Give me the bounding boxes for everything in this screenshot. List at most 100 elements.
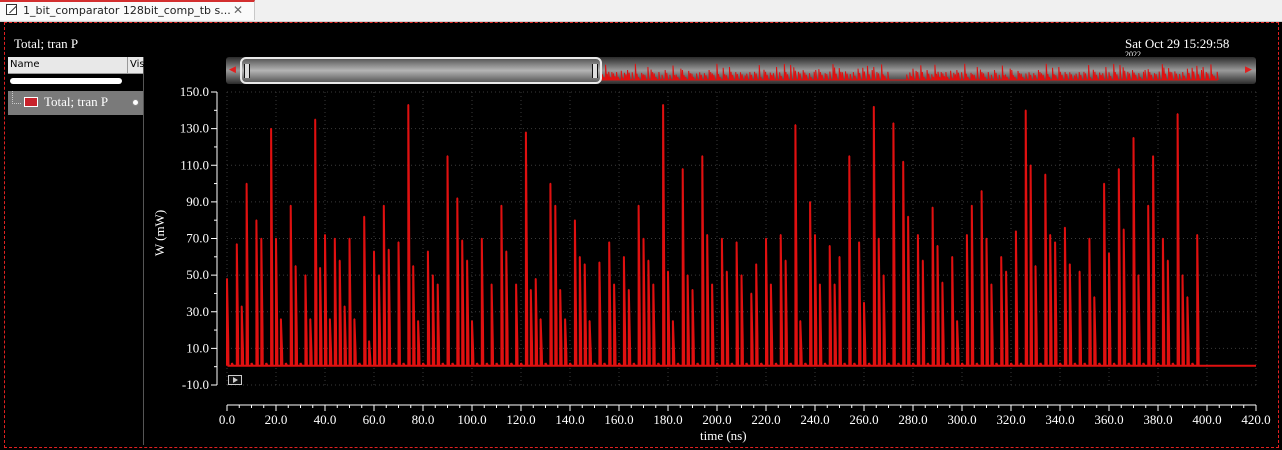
data-point bbox=[554, 204, 557, 207]
data-point bbox=[373, 250, 375, 253]
thumb-right-handle[interactable] bbox=[592, 64, 598, 78]
thumb-left-handle[interactable] bbox=[244, 64, 250, 78]
play-icon[interactable] bbox=[228, 375, 242, 385]
data-point bbox=[721, 237, 723, 240]
data-point bbox=[848, 155, 851, 157]
x-tick-label: 360.0 bbox=[1094, 412, 1123, 427]
data-point bbox=[353, 318, 356, 320]
data-point bbox=[770, 283, 772, 286]
data-point bbox=[515, 283, 517, 286]
data-point bbox=[917, 234, 919, 236]
data-point bbox=[338, 259, 341, 262]
data-point bbox=[681, 168, 684, 170]
data-point bbox=[799, 320, 802, 322]
data-point bbox=[1015, 230, 1017, 232]
data-point bbox=[1029, 164, 1032, 167]
data-point bbox=[588, 320, 591, 322]
data-point bbox=[260, 237, 263, 240]
tab-bar: 1_bit_comparator 128bit_comp_tb s... ✕ bbox=[0, 0, 1282, 22]
data-point bbox=[637, 204, 640, 207]
data-point bbox=[579, 256, 581, 258]
data-point bbox=[226, 277, 228, 280]
waveform-frame bbox=[4, 22, 1279, 448]
datetime-label: Sat Oct 29 15:29:58 bbox=[1125, 36, 1230, 51]
legend-col-name[interactable]: Name bbox=[10, 59, 40, 70]
x-tick-label: 280.0 bbox=[898, 412, 927, 427]
data-point bbox=[672, 320, 674, 322]
y-tick-label: 110.0 bbox=[180, 157, 209, 172]
data-point bbox=[828, 245, 831, 247]
data-point bbox=[530, 288, 532, 291]
data-point bbox=[990, 283, 993, 286]
close-icon[interactable]: ✕ bbox=[233, 3, 244, 17]
data-point bbox=[794, 124, 797, 126]
data-point bbox=[309, 318, 312, 320]
tab-waveform[interactable]: 1_bit_comparator 128bit_comp_tb s... ✕ bbox=[0, 0, 255, 20]
x-tick-label: 80.0 bbox=[412, 412, 435, 427]
legend-item[interactable]: Total; tran P bbox=[8, 91, 143, 115]
data-point bbox=[1186, 296, 1189, 298]
data-point bbox=[387, 248, 390, 251]
overview-thumb[interactable] bbox=[240, 57, 602, 84]
data-point bbox=[1103, 182, 1105, 185]
data-point bbox=[936, 245, 939, 247]
data-point bbox=[1044, 173, 1047, 176]
data-point bbox=[505, 250, 508, 253]
data-point bbox=[446, 155, 449, 157]
scroll-left-icon[interactable]: ◀ bbox=[229, 65, 236, 75]
data-point bbox=[270, 127, 272, 130]
data-point bbox=[481, 237, 483, 240]
data-point bbox=[1088, 237, 1091, 240]
data-point bbox=[407, 104, 410, 106]
data-point bbox=[1167, 259, 1169, 262]
tree-connector bbox=[12, 91, 21, 104]
data-point bbox=[1093, 296, 1096, 298]
data-point bbox=[907, 215, 909, 218]
visibility-toggle-icon[interactable] bbox=[132, 99, 139, 106]
x-tick-label: 400.0 bbox=[1192, 412, 1221, 427]
data-point bbox=[750, 292, 753, 295]
waveform-doc-icon bbox=[6, 4, 17, 15]
data-point bbox=[436, 283, 439, 286]
data-point bbox=[1024, 109, 1027, 112]
data-point bbox=[280, 318, 282, 320]
data-point bbox=[564, 318, 566, 320]
data-point bbox=[1132, 136, 1135, 139]
data-point bbox=[755, 263, 757, 265]
data-point bbox=[667, 270, 669, 273]
legend-header: Name Vis bbox=[8, 57, 145, 74]
data-point bbox=[1196, 234, 1198, 236]
data-point bbox=[686, 274, 689, 276]
scroll-right-icon[interactable]: ▶ bbox=[1245, 65, 1252, 75]
data-point bbox=[740, 274, 743, 276]
overview-scrollbar[interactable]: ◀ ▶ bbox=[226, 57, 1256, 84]
data-point bbox=[809, 201, 811, 203]
data-point bbox=[1049, 234, 1051, 236]
data-point bbox=[642, 237, 645, 240]
data-point bbox=[765, 237, 767, 240]
data-point bbox=[1137, 274, 1140, 276]
legend-filter[interactable] bbox=[10, 78, 122, 84]
data-point bbox=[706, 234, 708, 236]
x-tick-label: 140.0 bbox=[555, 412, 584, 427]
data-point bbox=[348, 237, 351, 240]
data-point bbox=[289, 204, 292, 207]
data-point bbox=[726, 270, 728, 273]
data-point bbox=[784, 259, 787, 262]
data-point bbox=[701, 155, 704, 157]
data-point bbox=[461, 239, 464, 242]
data-point bbox=[951, 256, 953, 258]
data-point bbox=[1152, 155, 1154, 157]
data-point bbox=[294, 265, 297, 267]
data-point bbox=[971, 204, 973, 207]
data-point bbox=[628, 288, 630, 291]
y-tick-label: 30.0 bbox=[186, 304, 209, 319]
data-point bbox=[858, 241, 860, 243]
data-point bbox=[378, 274, 380, 276]
tab-label: 1_bit_comparator 128bit_comp_tb s... bbox=[23, 4, 231, 17]
data-point bbox=[236, 243, 238, 245]
legend-col-vis[interactable]: Vis bbox=[127, 57, 145, 73]
x-tick-label: 420.0 bbox=[1241, 412, 1270, 427]
data-point bbox=[1069, 263, 1071, 265]
